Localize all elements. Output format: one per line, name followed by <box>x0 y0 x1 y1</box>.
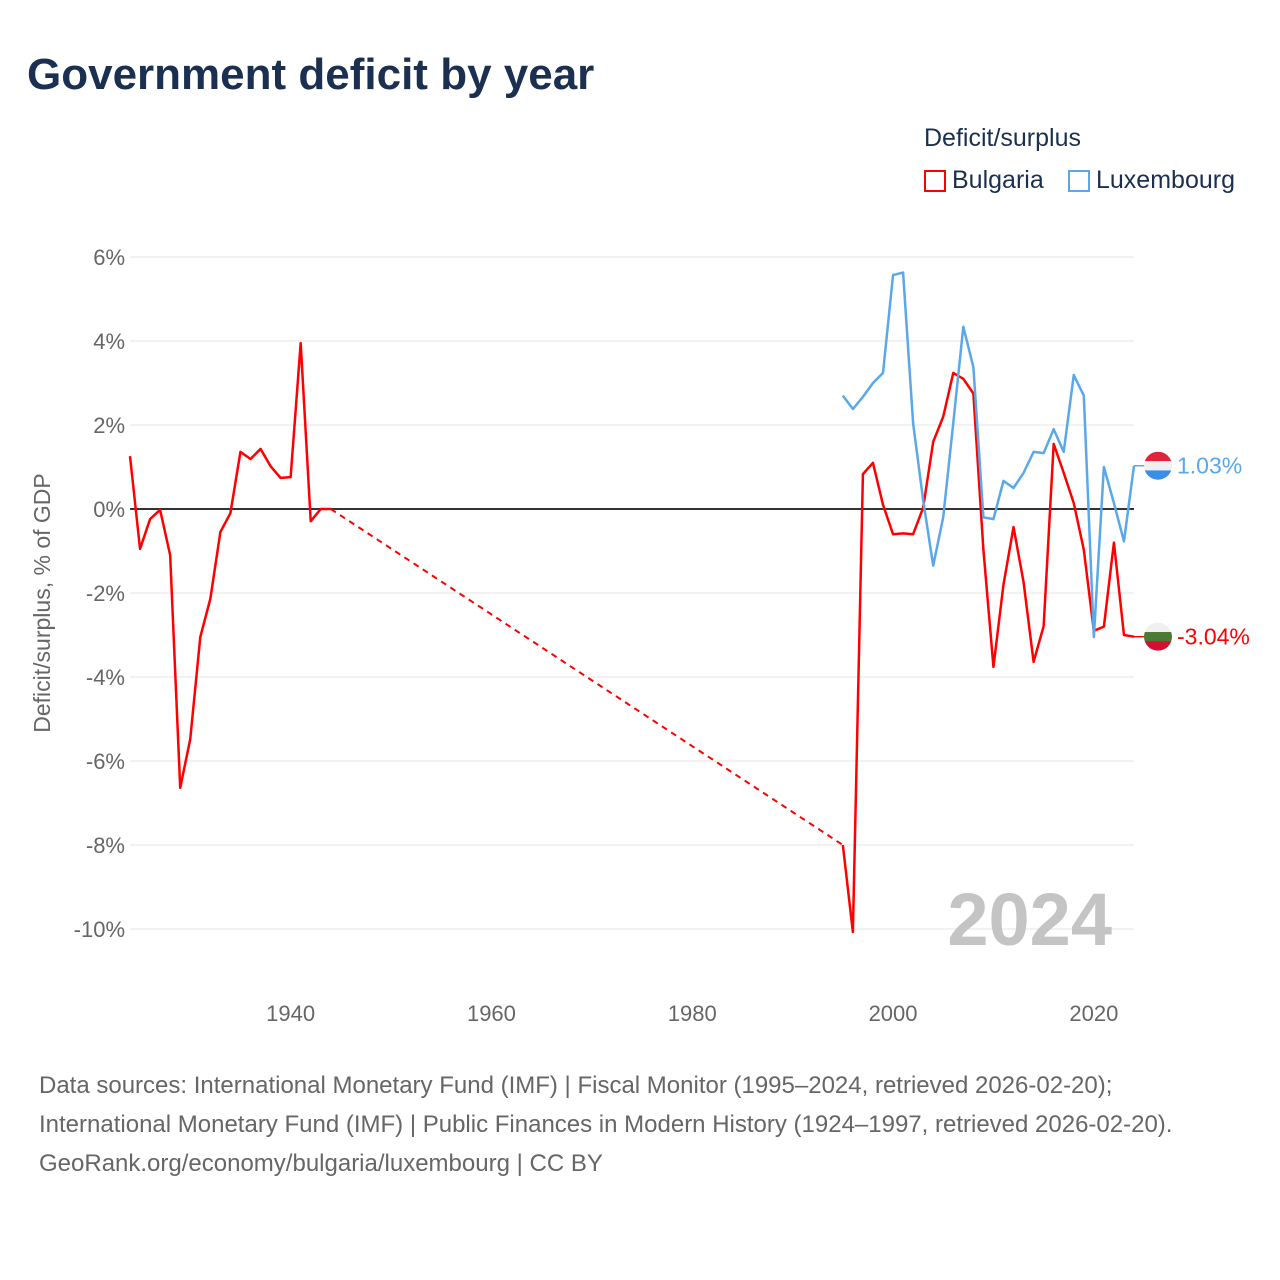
legend-swatch-bulgaria <box>924 169 946 192</box>
x-tick-label: 2020 <box>1069 1001 1118 1026</box>
y-tick-label: -6% <box>86 749 125 774</box>
series-gap-bulgaria <box>330 508 844 846</box>
x-tick-label: 1960 <box>467 1001 516 1026</box>
end-value-label-luxembourg: 1.03% <box>1177 453 1242 479</box>
x-tick-label: 1980 <box>668 1001 717 1026</box>
legend-label: Bulgaria <box>952 166 1044 194</box>
legend-title: Deficit/surplus <box>924 124 1081 152</box>
series-line-luxembourg <box>841 271 1136 639</box>
legend-item-bulgaria[interactable]: Bulgaria <box>924 166 1044 195</box>
flag-stripe <box>1144 470 1172 480</box>
chart-title: Government deficit by year <box>27 50 595 99</box>
flag-luxembourg-icon <box>1144 451 1172 480</box>
flag-stripe <box>1144 461 1172 471</box>
legend-label: Luxembourg <box>1096 166 1235 194</box>
year-watermark: 2024 <box>947 878 1112 961</box>
y-tick-label: -4% <box>86 665 125 690</box>
x-tick-label: 2000 <box>869 1001 918 1026</box>
y-tick-label: -2% <box>86 581 125 606</box>
x-tick-label: 1940 <box>266 1001 315 1026</box>
legend-item-luxembourg[interactable]: Luxembourg <box>1068 166 1235 195</box>
footer: Data sources: International Monetary Fun… <box>39 1066 1239 1183</box>
y-tick-label: -8% <box>86 833 125 858</box>
data-sources: Data sources: International Monetary Fun… <box>39 1072 1173 1138</box>
flag-stripe <box>1144 451 1172 462</box>
series-line-bulgaria <box>841 371 1135 934</box>
legend-swatch-luxembourg <box>1068 169 1090 192</box>
end-value-label-bulgaria: -3.04% <box>1177 624 1250 650</box>
credit-link[interactable]: GeoRank.org/economy/bulgaria/luxembourg … <box>39 1150 603 1177</box>
y-tick-label: -10% <box>74 917 125 942</box>
y-tick-label: 6% <box>93 245 125 270</box>
y-tick-label: 0% <box>93 497 125 522</box>
flag-stripe <box>1144 632 1172 642</box>
y-tick-label: 4% <box>93 329 125 354</box>
y-tick-label: 2% <box>93 413 125 438</box>
flag-stripe <box>1144 641 1172 651</box>
y-axis-label: Deficit/surplus, % of GDP <box>29 473 55 732</box>
line-chart: 6% 4% 2% 0% -2% -4% -6% -8% -10% 1940 1960 1980 2000… <box>29 245 1250 1026</box>
flag-bulgaria-icon <box>1144 622 1172 651</box>
series-line-bulgaria <box>128 341 331 790</box>
flag-stripe <box>1144 622 1172 633</box>
